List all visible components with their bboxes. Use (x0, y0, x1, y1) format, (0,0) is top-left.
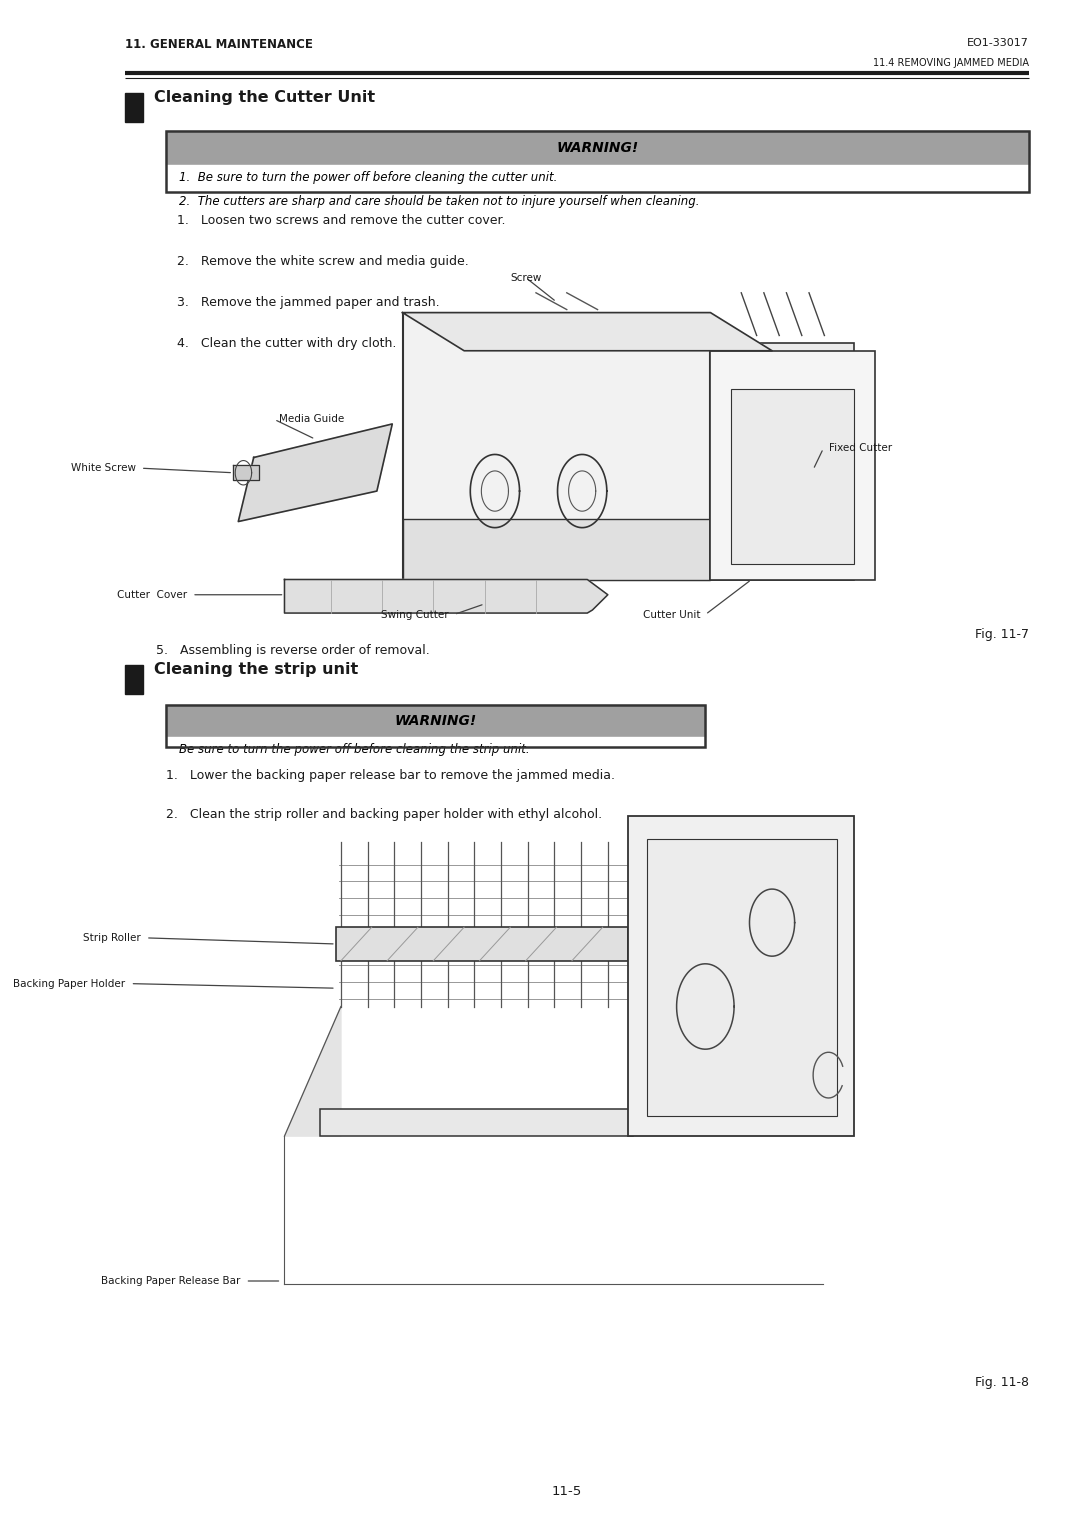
Bar (731, 389, 854, 564)
Text: Fig. 11-7: Fig. 11-7 (974, 628, 1028, 642)
Text: Fixed Cutter: Fixed Cutter (828, 444, 892, 453)
Polygon shape (284, 1006, 341, 1136)
Text: Be sure to turn the power off before cleaning the strip unit.: Be sure to turn the power off before cle… (179, 743, 529, 756)
Bar (166, 165, 1028, 192)
Bar (403, 518, 711, 580)
Text: Cutter  Cover: Cutter Cover (117, 590, 187, 599)
Text: Backing Paper Release Bar: Backing Paper Release Bar (100, 1276, 241, 1286)
Bar (711, 343, 854, 580)
Text: WARNING!: WARNING! (556, 140, 638, 156)
Polygon shape (403, 313, 772, 351)
Text: 11.4 REMOVING JAMMED MEDIA: 11.4 REMOVING JAMMED MEDIA (873, 58, 1028, 69)
Text: Swing Cutter: Swing Cutter (381, 610, 448, 619)
Text: 5.   Assembling is reverse order of removal.: 5. Assembling is reverse order of remova… (157, 644, 430, 657)
Text: 3.   Remove the jammed paper and trash.: 3. Remove the jammed paper and trash. (177, 296, 440, 310)
Text: Backing Paper Holder: Backing Paper Holder (13, 979, 125, 988)
Bar (166, 705, 705, 737)
Bar (711, 351, 875, 580)
Text: EO1-33017: EO1-33017 (967, 38, 1028, 49)
Text: 2.  The cutters are sharp and care should be taken not to injure yourself when c: 2. The cutters are sharp and care should… (179, 195, 699, 209)
Bar (166, 737, 705, 747)
Bar (166, 131, 1028, 192)
Text: 1.  Be sure to turn the power off before cleaning the cutter unit.: 1. Be sure to turn the power off before … (179, 171, 557, 185)
Text: White Screw: White Screw (70, 464, 136, 473)
Bar (166, 705, 705, 747)
Bar (403, 313, 711, 580)
Text: Strip Roller: Strip Roller (83, 933, 140, 942)
Text: 2.   Clean the strip roller and backing paper holder with ethyl alcohol.: 2. Clean the strip roller and backing pa… (166, 808, 603, 822)
Text: Screw: Screw (510, 273, 541, 282)
Text: 2.   Remove the white screw and media guide.: 2. Remove the white screw and media guid… (177, 255, 469, 268)
Text: 1.   Loosen two screws and remove the cutter cover.: 1. Loosen two screws and remove the cutt… (177, 214, 505, 227)
Text: 4.   Clean the cutter with dry cloth.: 4. Clean the cutter with dry cloth. (177, 337, 396, 351)
Text: 1.   Lower the backing paper release bar to remove the jammed media.: 1. Lower the backing paper release bar t… (166, 769, 616, 782)
Polygon shape (239, 424, 392, 522)
Text: Cutter Unit: Cutter Unit (643, 610, 700, 619)
Text: Cleaning the Cutter Unit: Cleaning the Cutter Unit (154, 90, 375, 105)
Bar (629, 816, 854, 1136)
Bar (166, 131, 1028, 165)
Text: 11-5: 11-5 (552, 1485, 582, 1498)
Bar (647, 839, 837, 1116)
Text: WARNING!: WARNING! (395, 714, 477, 727)
Bar (321, 1109, 634, 1136)
Text: Cleaning the strip unit: Cleaning the strip unit (154, 662, 359, 677)
Text: Fig. 11-8: Fig. 11-8 (974, 1376, 1028, 1389)
Bar (125, 665, 143, 694)
Polygon shape (284, 580, 608, 613)
Text: Media Guide: Media Guide (280, 415, 345, 424)
Bar (125, 93, 143, 122)
Polygon shape (233, 465, 259, 480)
Text: 11. GENERAL MAINTENANCE: 11. GENERAL MAINTENANCE (125, 38, 313, 52)
Bar (336, 927, 629, 961)
